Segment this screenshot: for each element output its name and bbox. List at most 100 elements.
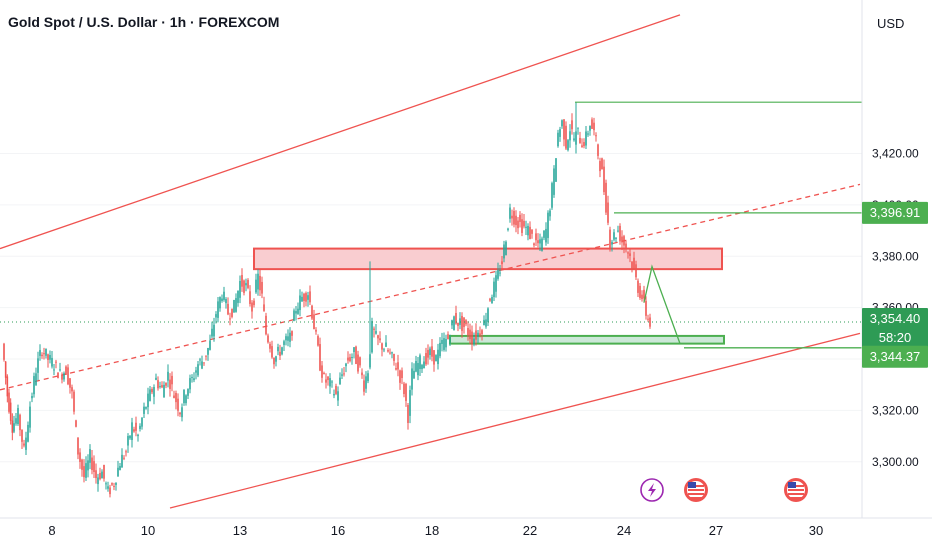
resistance-zone[interactable]	[253, 247, 723, 271]
candle-body	[63, 373, 65, 380]
candle-body	[21, 429, 23, 442]
candle-body	[79, 452, 81, 462]
candle-body	[8, 392, 10, 412]
candle-body	[441, 339, 443, 344]
candle-body	[453, 316, 455, 331]
candle-body	[105, 483, 107, 485]
price-tick-label: 3,380.00	[872, 249, 919, 263]
candle-body	[191, 376, 193, 378]
projection-arrow[interactable]	[643, 264, 681, 344]
candle-body	[525, 226, 527, 228]
candle-body	[159, 386, 161, 388]
candle-body	[591, 119, 593, 129]
candle-body	[407, 405, 409, 423]
candle-body	[569, 131, 571, 141]
event-icons[interactable]	[640, 478, 808, 502]
candle-body	[503, 244, 505, 259]
candle-body	[583, 142, 585, 147]
candle-body	[609, 229, 611, 248]
candle-body	[253, 300, 255, 306]
candle-body	[447, 334, 449, 340]
candle-body	[4, 361, 7, 378]
candle-body	[329, 378, 331, 387]
candle-body	[183, 389, 185, 404]
candle-body	[617, 230, 619, 232]
candle-body	[53, 369, 55, 371]
level-tag-text: 3,344.37	[870, 349, 921, 364]
horizontal-levels[interactable]	[0, 101, 862, 349]
candle-body	[341, 374, 343, 376]
candle-body	[631, 261, 633, 270]
candle-body	[471, 331, 473, 345]
candle-body	[601, 158, 603, 170]
candle-body	[243, 280, 245, 293]
candle-body	[133, 429, 135, 432]
currency-label[interactable]: USD	[877, 16, 905, 31]
projection-path[interactable]	[643, 264, 681, 344]
candle-body	[51, 357, 53, 367]
candle-body	[315, 329, 317, 332]
candle-body	[377, 335, 379, 339]
candle-body	[511, 215, 513, 219]
candle-body	[235, 298, 237, 312]
time-tick-label: 24	[617, 523, 631, 538]
candle-body	[537, 240, 539, 244]
candle-body	[627, 252, 629, 254]
candle-body	[141, 417, 143, 427]
channel-mid-dashed-line[interactable]	[0, 183, 861, 391]
candle-body	[563, 119, 565, 140]
candle-body	[215, 314, 217, 318]
candle-body	[35, 373, 37, 385]
candle-body	[391, 352, 393, 354]
candle-body	[201, 361, 203, 369]
candle-body	[641, 294, 643, 300]
candle-body	[251, 302, 253, 312]
candle-body	[455, 313, 457, 324]
time-axis[interactable]: 8 10 13 16 18 22 24 27 30	[48, 523, 823, 538]
channel-lower-line[interactable]	[169, 332, 861, 509]
candle-body	[93, 461, 95, 473]
candle-body	[91, 457, 93, 471]
candle-body	[259, 275, 261, 291]
channel-upper-line[interactable]	[0, 14, 681, 250]
candle-body	[613, 232, 615, 240]
time-tick-label: 16	[331, 523, 345, 538]
candle-body	[103, 464, 105, 479]
candle-body	[497, 270, 499, 279]
candle-body	[427, 349, 429, 358]
candle-body	[31, 395, 33, 399]
candle-body	[423, 361, 425, 369]
candle-body	[189, 378, 191, 390]
candle-body	[305, 293, 307, 302]
candle-body	[121, 454, 123, 468]
candle-body	[533, 243, 535, 246]
candle-body	[87, 460, 89, 471]
candle-body	[203, 362, 205, 364]
candle-body	[209, 340, 211, 350]
candle-body	[81, 459, 83, 470]
candle-body	[355, 346, 357, 364]
candle-body	[277, 346, 279, 352]
candle-body	[403, 383, 405, 395]
candle-body	[155, 377, 157, 380]
trend-channel[interactable]	[0, 14, 861, 509]
candle-body	[57, 372, 59, 379]
candle-body	[449, 339, 451, 341]
lightning-glyph	[648, 483, 656, 497]
candle-body	[431, 346, 433, 357]
candle-body	[135, 422, 137, 431]
candle-body	[71, 387, 73, 392]
time-tick-label: 18	[425, 523, 439, 538]
candle-body	[587, 133, 589, 135]
candle-body	[579, 137, 581, 144]
candle-body	[291, 331, 293, 336]
support-zone[interactable]	[449, 334, 725, 345]
price-axis[interactable]: 3,300.003,320.003,340.003,360.003,380.00…	[872, 147, 919, 469]
candle-body	[163, 384, 165, 398]
candle-body	[633, 257, 635, 269]
candles	[3, 102, 651, 498]
candle-body	[23, 443, 25, 446]
candle-body	[397, 362, 399, 370]
candle-body	[173, 395, 175, 398]
